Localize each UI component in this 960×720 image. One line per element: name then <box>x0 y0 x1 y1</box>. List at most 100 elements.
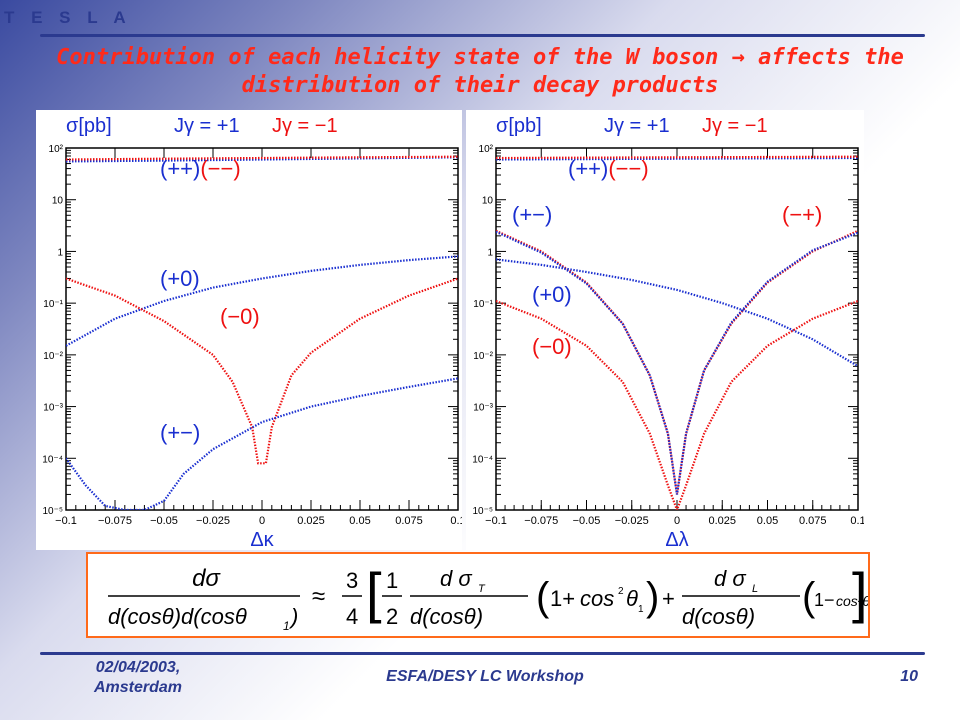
series-line-(−−) <box>496 155 858 160</box>
x-tick-label: −0.1 <box>55 515 77 527</box>
svg-text:[: [ <box>366 561 382 624</box>
y-tick-label: 10 <box>482 196 494 207</box>
x-tick-label: 0 <box>674 515 680 527</box>
x-tick-label: −0.025 <box>196 515 230 527</box>
title-line-2: distribution of their decay products <box>241 73 719 98</box>
header-rule <box>40 34 925 37</box>
svg-text:cos: cos <box>580 586 614 611</box>
annotation-part-red: (−−) <box>200 156 240 181</box>
plot-delta-lambda: σ[pb] Jγ = +1 Jγ = −1 10⁻⁵ 10⁻⁴ 10⁻³ 10⁻² 10⁻¹ 1… <box>466 110 864 550</box>
legend-entry-plus: Jγ = +1 <box>174 115 240 137</box>
legend-entry-minus: Jγ = −1 <box>272 115 338 137</box>
slide-title: Contribution of each helicity state of t… <box>0 44 960 100</box>
svg-text:L: L <box>752 583 758 595</box>
series-line-(+−) <box>66 377 458 510</box>
x-axis-label: Δκ <box>250 529 274 550</box>
y-axis-label: σ[pb] <box>496 115 542 137</box>
y-tick-label: 10 <box>52 196 64 207</box>
formula-dsigma: dσ <box>192 565 221 592</box>
series-line-(−0) <box>66 277 458 465</box>
footer-date-line: 02/04/2003, <box>95 659 181 676</box>
y-tick-label: 10⁻² <box>43 351 63 362</box>
annotation-part-red: (−−) <box>608 156 648 181</box>
series-annotation: (+−) <box>160 420 200 445</box>
svg-text:3: 3 <box>346 568 358 593</box>
y-tick-label: 10⁻³ <box>43 403 63 414</box>
formula-svg: dσ d(cosθ)d(cosθ 1 ) ≈ 3 4 [ 1 2 d σ T d… <box>108 561 875 633</box>
y-tick-label: 10² <box>479 144 494 155</box>
annotation-part-blue: (++) <box>568 156 608 181</box>
svg-text:): ) <box>646 575 659 619</box>
plot-delta-lambda-svg: σ[pb] Jγ = +1 Jγ = −1 10⁻⁵ 10⁻⁴ 10⁻³ 10⁻² 10⁻¹ 1… <box>472 115 864 550</box>
y-tick-label: 10⁻¹ <box>43 299 63 310</box>
series-annotation: (−0) <box>532 334 572 359</box>
x-tick-label: 0.05 <box>757 515 778 527</box>
footer-page-number: 10 <box>900 668 918 685</box>
svg-text:4: 4 <box>346 604 358 629</box>
series-line-(−0) <box>496 299 858 510</box>
plot-delta-kappa-svg: σ[pb] Jγ = +1 Jγ = −1 10⁻⁵ 10⁻⁴ 10⁻³ 10⁻² 10⁻¹ 1… <box>42 115 462 550</box>
y-tick-label: 10² <box>49 144 64 155</box>
plot-frame <box>65 147 459 511</box>
series-line-(−+) <box>496 230 858 495</box>
plot-delta-kappa: σ[pb] Jγ = +1 Jγ = −1 10⁻⁵ 10⁻⁴ 10⁻³ 10⁻² 10⁻¹ 1… <box>36 110 462 550</box>
svg-text:(: ( <box>536 575 550 619</box>
svg-text:2: 2 <box>618 586 624 597</box>
footer-place-line: Amsterdam <box>93 679 183 696</box>
x-tick-label: 0.025 <box>708 515 736 527</box>
svg-text:): ) <box>288 604 298 629</box>
series-annotation: (−+) <box>782 202 822 227</box>
y-tick-label: 10⁻⁵ <box>42 506 63 517</box>
svg-text:1: 1 <box>283 619 290 633</box>
x-tick-label: 0.075 <box>799 515 827 527</box>
formula-box: dσ d(cosθ)d(cosθ 1 ) ≈ 3 4 [ 1 2 d σ T d… <box>86 552 875 638</box>
x-tick-label: −0.05 <box>150 515 178 527</box>
legend-entry-minus: Jγ = −1 <box>702 115 768 137</box>
x-tick-label: 0.075 <box>395 515 423 527</box>
footer-event: ESFA/DESY LC Workshop <box>386 668 584 685</box>
x-axis-label: Δλ <box>665 529 688 550</box>
y-tick-label: 10⁻² <box>473 351 493 362</box>
annotation-part-blue: (++) <box>160 156 200 181</box>
brand-logo-text: T E S L A <box>4 8 132 27</box>
svg-text:≈: ≈ <box>312 583 325 610</box>
x-tick-label: −0.075 <box>524 515 558 527</box>
x-tick-label: 0 <box>259 515 265 527</box>
x-tick-label: −0.1 <box>485 515 507 527</box>
y-tick-label: 10⁻³ <box>473 403 493 414</box>
footer-rule <box>40 652 925 655</box>
svg-text:T: T <box>478 583 486 595</box>
svg-text:+: + <box>662 586 675 611</box>
svg-text:1+: 1+ <box>550 586 575 611</box>
svg-text:]: ] <box>852 561 868 624</box>
series-annotation: (+0) <box>160 266 200 291</box>
title-line-1: Contribution of each helicity state of t… <box>56 45 904 70</box>
formula-denominator: d(cosθ)d(cosθ <box>108 604 247 629</box>
x-tick-label: −0.075 <box>98 515 132 527</box>
x-tick-label: −0.05 <box>573 515 601 527</box>
series-annotation: (++)(−−) <box>568 156 649 181</box>
x-tick-label: 0.1 <box>450 515 462 527</box>
svg-text:(: ( <box>802 575 816 619</box>
series-line-(−−) <box>66 155 458 161</box>
svg-text:d σ: d σ <box>714 566 746 591</box>
series-line-(++) <box>496 156 858 161</box>
svg-text:1: 1 <box>638 604 644 615</box>
svg-text:d(cosθ): d(cosθ) <box>410 604 483 629</box>
svg-text:θ: θ <box>626 586 638 611</box>
y-axis-label: σ[pb] <box>66 115 112 137</box>
series-line-(+0) <box>496 258 858 368</box>
legend-entry-plus: Jγ = +1 <box>604 115 670 137</box>
x-tick-label: 0.025 <box>297 515 325 527</box>
y-tick-label: 10⁻⁴ <box>42 454 63 465</box>
svg-text:1−: 1− <box>814 590 835 610</box>
y-tick-label: 1 <box>487 247 493 258</box>
series-annotation: (+0) <box>532 282 572 307</box>
series-line-(+0) <box>66 255 458 347</box>
svg-text:1: 1 <box>386 568 398 593</box>
y-tick-label: 10⁻⁴ <box>472 454 493 465</box>
x-tick-label: 0.1 <box>850 515 864 527</box>
x-tick-label: −0.025 <box>615 515 649 527</box>
series-annotation: (−0) <box>220 304 260 329</box>
